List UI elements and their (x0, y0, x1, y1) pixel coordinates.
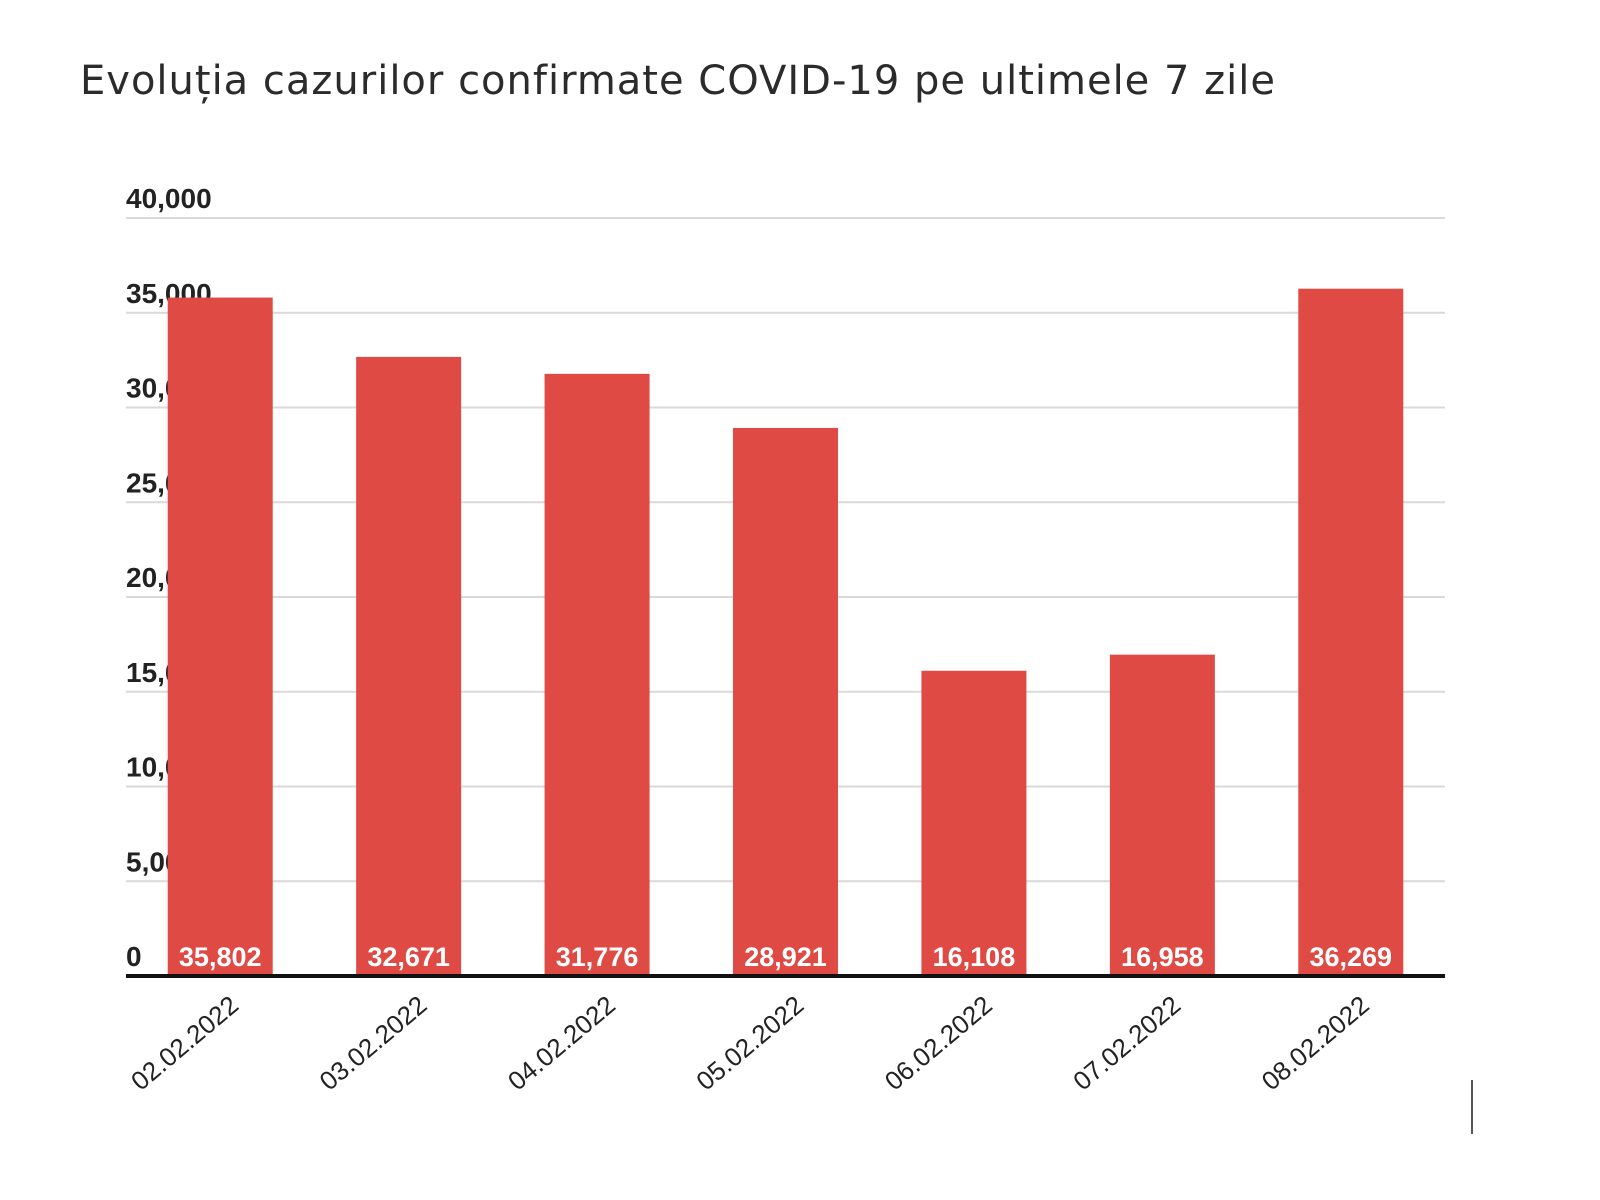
bar (1298, 288, 1404, 976)
bar (921, 670, 1027, 976)
chart-title: Evoluția cazurilor confirmate COVID-19 p… (80, 58, 1277, 104)
x-tick-label: 04.02.2022 (502, 990, 621, 1097)
x-tick-label: 08.02.2022 (1256, 990, 1375, 1097)
data-label: 31,776 (556, 942, 639, 972)
x-tick-label: 05.02.2022 (690, 990, 809, 1097)
x-tick-label: 06.02.2022 (879, 990, 998, 1097)
y-tick-label: 0 (126, 941, 142, 972)
data-label: 16,958 (1121, 942, 1204, 972)
data-label: 35,802 (179, 942, 262, 972)
data-label: 36,269 (1309, 942, 1392, 972)
text-cursor (1471, 1080, 1473, 1134)
bar (356, 356, 462, 977)
data-label: 32,671 (367, 942, 450, 972)
x-tick-label: 07.02.2022 (1067, 990, 1186, 1097)
data-label: 28,921 (744, 942, 827, 972)
bar (1109, 654, 1215, 976)
data-label: 16,108 (933, 942, 1016, 972)
y-tick-label: 40,000 (126, 183, 212, 214)
bar (544, 373, 650, 976)
x-tick-label: 03.02.2022 (314, 990, 433, 1097)
bar (733, 427, 838, 977)
bar (167, 297, 273, 976)
x-tick-label: 02.02.2022 (125, 990, 244, 1097)
